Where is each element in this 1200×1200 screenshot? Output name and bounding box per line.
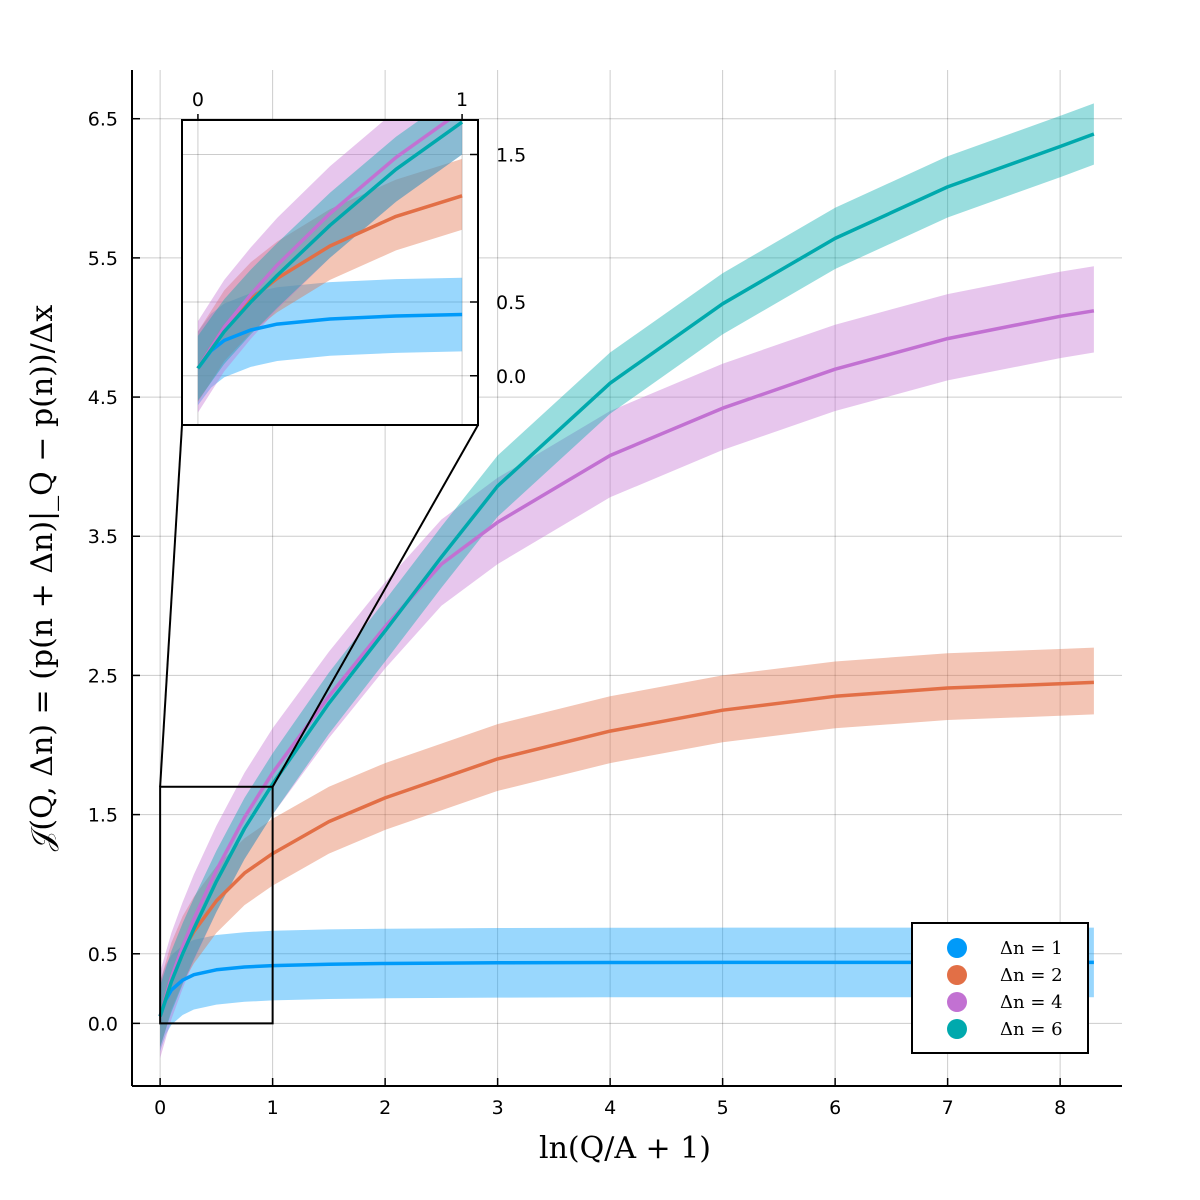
y-tick-label: 4.5: [88, 387, 118, 409]
inset-series-4-line: [196, 120, 464, 370]
x-tick-label: 3: [492, 1097, 504, 1119]
legend-label-2: Δn = 2: [1000, 965, 1063, 986]
series-3-band: [160, 266, 1094, 1059]
inset-background: [182, 120, 478, 425]
zoom-markers: [159, 424, 479, 1025]
y-tick-label: 3.5: [88, 526, 118, 548]
x-tick-label: 8: [1054, 1097, 1066, 1119]
inset-y-tick-label: 0.5: [496, 292, 526, 314]
inset-series: [196, 120, 464, 413]
y-tick-labels: 0.0 0.5 1.5 2.5 3.5 4.5 5.5 6.5: [88, 109, 118, 1036]
zoom-connector: [271, 424, 479, 788]
inset-y-tick-label: 1.5: [496, 145, 526, 167]
series-1-line: [158, 960, 1094, 1017]
series-4-band: [160, 103, 1094, 1047]
x-axis-title: ln(Q/A + 1): [539, 1131, 711, 1166]
legend-box: [911, 922, 1089, 1054]
legend-marker-4: [947, 1019, 967, 1039]
inset-series-1-band: [197, 277, 463, 406]
x-tick-label: 2: [379, 1097, 391, 1119]
y-tick-label: 6.5: [88, 109, 118, 131]
x-tick-label: 4: [604, 1097, 616, 1119]
x-tick-label: 1: [267, 1097, 279, 1119]
inset-series-4-band: [197, 120, 463, 401]
inset-x-tick-label: 0: [192, 89, 204, 111]
zoom-box: [159, 785, 274, 1025]
inset-frame: [181, 119, 479, 426]
legend-label-1: Δn = 1: [1000, 938, 1063, 959]
main-lines: [158, 132, 1095, 1017]
legend-marker-2: [947, 965, 967, 985]
zoom-connector: [159, 424, 183, 787]
series-3-line: [158, 309, 1095, 1017]
legend-label-4: Δn = 6: [1000, 1019, 1063, 1040]
inset-series-2-band: [197, 158, 463, 403]
inset-series-3-line: [196, 120, 452, 370]
x-tick-label: 6: [829, 1097, 841, 1119]
series-4-line: [158, 132, 1095, 1017]
y-tick-label: 5.5: [88, 248, 118, 270]
inset-x-tick-label: 1: [456, 89, 468, 111]
x-tick-labels: 0 1 2 3 4 5 6 7 8: [154, 1097, 1066, 1119]
x-tick-label: 5: [717, 1097, 729, 1119]
main-axes: [131, 70, 1122, 1087]
inset-plot: 0 1 0.0 0.5 1.5: [181, 89, 526, 426]
x-tick-label: 7: [942, 1097, 954, 1119]
inset-y-tick-label: 0.0: [496, 366, 526, 388]
y-tick-label: 0.5: [88, 944, 118, 966]
series-1-band: [160, 927, 1094, 1052]
y-tick-label: 0.0: [88, 1013, 118, 1035]
inset-series-3-band: [197, 120, 463, 413]
y-tick-label: 2.5: [88, 665, 118, 687]
legend-label-3: Δn = 4: [1000, 992, 1063, 1013]
legend-marker-1: [947, 938, 967, 958]
legend: Δn = 1 Δn = 2 Δn = 4 Δn = 6: [911, 922, 1089, 1054]
y-tick-label: 1.5: [88, 805, 118, 827]
x-tick-label: 0: [154, 1097, 166, 1119]
legend-marker-3: [947, 992, 967, 1012]
y-axis-title: 𝒥(Q, Δn) = (p(n + Δn)|_Q − p(n))/Δx: [25, 305, 60, 852]
